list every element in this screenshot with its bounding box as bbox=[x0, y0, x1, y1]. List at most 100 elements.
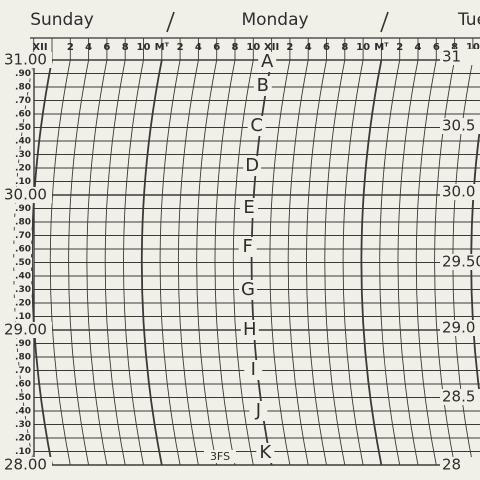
label-background bbox=[240, 320, 259, 340]
arc-letter: C bbox=[250, 115, 263, 136]
right-pressure-label: 30.0 bbox=[442, 183, 475, 201]
label-background bbox=[12, 284, 32, 295]
label-background bbox=[12, 392, 32, 403]
time-arc bbox=[269, 59, 291, 466]
pressure-label: .10 bbox=[15, 312, 31, 322]
time-arc bbox=[306, 59, 327, 466]
label-background bbox=[2, 187, 52, 203]
time-arc bbox=[123, 59, 144, 466]
pressure-label: .70 bbox=[15, 231, 31, 241]
pressure-label: .10 bbox=[15, 177, 31, 187]
time-arc bbox=[397, 59, 419, 466]
pressure-label: .50 bbox=[15, 393, 31, 403]
label-background bbox=[12, 406, 32, 416]
hour-label: 2 bbox=[396, 42, 403, 53]
footer-code: 3FS bbox=[210, 450, 230, 463]
pressure-label: .90 bbox=[15, 339, 31, 349]
time-arc bbox=[415, 59, 437, 466]
hour-label: 6 bbox=[323, 42, 330, 53]
label-background bbox=[258, 52, 277, 72]
pressure-label: .60 bbox=[15, 245, 31, 255]
label-background bbox=[12, 230, 32, 241]
pressure-label: .80 bbox=[15, 83, 31, 93]
label-background bbox=[12, 217, 32, 227]
labels: SundayMondayTueXII246810Mᵀ246810XII24681… bbox=[2, 10, 480, 474]
label-background bbox=[240, 198, 259, 218]
hour-label: 2 bbox=[177, 42, 184, 53]
pressure-label: .50 bbox=[15, 123, 31, 133]
label-background bbox=[12, 338, 32, 349]
pressure-label: .20 bbox=[15, 434, 31, 444]
hour-label: 2 bbox=[286, 42, 293, 53]
arc-letter: E bbox=[243, 197, 254, 218]
hour-label: 10 bbox=[356, 42, 370, 53]
label-background bbox=[440, 184, 480, 200]
arc-letter: I bbox=[251, 359, 256, 380]
time-arc bbox=[86, 59, 108, 466]
label-background bbox=[12, 379, 32, 389]
pressure-label: .30 bbox=[15, 150, 31, 160]
time-arc bbox=[232, 59, 254, 466]
label-background bbox=[12, 109, 32, 119]
time-arc bbox=[68, 59, 90, 466]
pressure-label: .90 bbox=[15, 69, 31, 79]
hour-label: 6 bbox=[103, 42, 110, 53]
pressure-label: .50 bbox=[15, 258, 31, 268]
label-background bbox=[256, 443, 275, 463]
label-background bbox=[12, 149, 32, 160]
time-arc bbox=[324, 59, 346, 466]
time-arc bbox=[434, 59, 456, 466]
label-background bbox=[12, 352, 32, 362]
hour-label: Mᵀ bbox=[374, 42, 389, 53]
arc-letter: K bbox=[259, 442, 272, 463]
arc-letter: J bbox=[255, 400, 261, 421]
right-pressure-label: 30.5 bbox=[442, 117, 475, 135]
label-background bbox=[12, 203, 32, 214]
label-background bbox=[247, 116, 266, 136]
time-arc bbox=[379, 59, 401, 466]
arc-letter: H bbox=[243, 319, 257, 340]
label-background bbox=[12, 433, 32, 443]
arc-letter: D bbox=[245, 155, 259, 176]
label-background bbox=[12, 257, 32, 268]
pressure-label: .20 bbox=[15, 299, 31, 309]
arc-letter: A bbox=[261, 51, 274, 72]
right-pressure-label: 28 bbox=[442, 456, 461, 474]
pressure-label: .40 bbox=[15, 137, 31, 147]
right-pressure-label: 29.50 bbox=[442, 253, 480, 271]
label-background bbox=[12, 68, 32, 79]
label-background bbox=[12, 298, 32, 308]
pressure-label: 31.00 bbox=[4, 51, 47, 69]
time-arc bbox=[159, 59, 181, 466]
hour-label: 10 bbox=[137, 42, 151, 53]
pressure-label: 28.00 bbox=[4, 456, 47, 474]
right-pressure-label: 31 bbox=[442, 48, 461, 66]
pressure-label: 29.00 bbox=[4, 321, 47, 339]
label-background bbox=[12, 122, 32, 133]
time-arc bbox=[104, 59, 126, 466]
pressure-label: .30 bbox=[15, 285, 31, 295]
time-arc bbox=[360, 59, 383, 466]
day-label: Tue bbox=[457, 10, 480, 30]
label-background bbox=[238, 280, 257, 300]
label-background bbox=[440, 457, 480, 473]
label-background bbox=[2, 457, 52, 473]
label-background bbox=[440, 320, 480, 336]
label-background bbox=[12, 176, 32, 187]
label-background bbox=[12, 136, 32, 146]
right-pressure-label: 28.5 bbox=[442, 388, 475, 406]
hour-label: XII bbox=[32, 42, 47, 53]
time-arc bbox=[177, 59, 199, 466]
label-background bbox=[12, 365, 32, 376]
time-arc bbox=[49, 59, 71, 466]
label-background bbox=[12, 82, 32, 92]
hour-label: 8 bbox=[232, 42, 239, 53]
day-divider bbox=[380, 11, 389, 33]
label-background bbox=[253, 76, 272, 96]
arc-letter: B bbox=[257, 75, 269, 96]
time-arc bbox=[214, 59, 236, 466]
label-background bbox=[2, 322, 52, 338]
label-background bbox=[12, 95, 32, 106]
day-divider bbox=[166, 11, 175, 33]
hour-label: 6 bbox=[433, 42, 440, 53]
